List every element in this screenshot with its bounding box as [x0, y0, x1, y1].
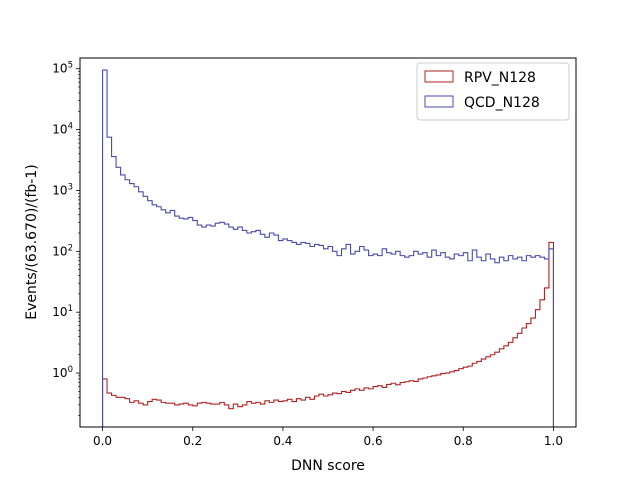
plot-frame	[79, 57, 577, 428]
x-tick-label: 0.2	[183, 434, 202, 448]
y-axis: 100 101 102 103 104 105	[52, 61, 80, 416]
legend-box	[416, 62, 570, 121]
y-axis-title: Events/(63.670)/(fb-1)	[24, 164, 40, 319]
x-tick-label: 0.4	[273, 434, 292, 448]
y-tick-label: 101	[52, 304, 73, 319]
legend-label-qcd: QCD_N128	[464, 95, 540, 111]
legend-label-rpv: RPV_N128	[464, 70, 536, 86]
series-line-rpv-n128	[102, 241, 554, 427]
legend-swatch-qcd	[424, 95, 454, 108]
series-layer	[102, 69, 554, 427]
x-axis: 0.0 0.2 0.4 0.6 0.8 1.0	[93, 427, 563, 448]
legend-swatch-rpv	[424, 70, 454, 83]
x-tick-label: 0.6	[364, 434, 383, 448]
y-tick-label: 104	[52, 122, 73, 137]
x-tick-label: 1.0	[544, 434, 563, 448]
series-line-qcd-n128	[102, 69, 554, 427]
y-tick-label: 100	[52, 365, 73, 380]
legend: RPV_N128 QCD_N128	[416, 62, 570, 121]
x-axis-title: DNN score	[291, 458, 365, 474]
y-tick-label: 102	[52, 243, 73, 258]
y-tick-label: 103	[52, 182, 73, 197]
x-tick-label: 0.0	[93, 434, 112, 448]
x-tick-label: 0.8	[454, 434, 473, 448]
y-tick-label: 105	[52, 61, 73, 76]
